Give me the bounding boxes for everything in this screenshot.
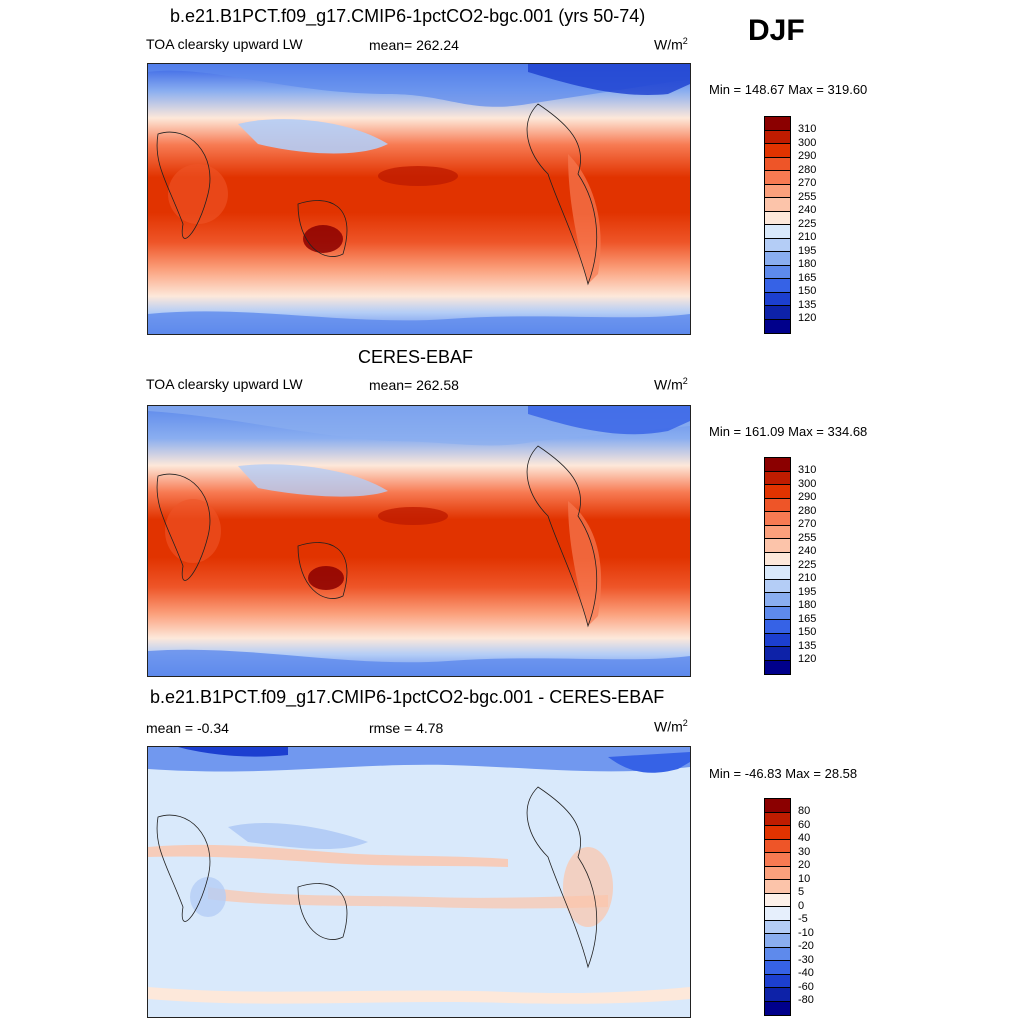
panel2-cbar-tick: 210 [798, 572, 817, 584]
panel3-rmse-label: rmse = 4.78 [369, 720, 444, 736]
panel1-cbar-tick: 135 [798, 298, 817, 311]
panel3-cbar-tick: -5 [798, 913, 808, 925]
panel2-variable-label: TOA clearsky upward LW [146, 376, 303, 392]
panel2-cbar-tick: 195 [798, 585, 817, 598]
panel1-mean-label: mean= 262.24 [369, 37, 459, 53]
panel3-units: W/m2 [654, 718, 688, 735]
panel1-cbar-tick: 195 [798, 244, 817, 257]
panel2-cbar-tick: 240 [798, 545, 817, 557]
panel3-title: b.e21.B1PCT.f09_g17.CMIP6-1pctCO2-bgc.00… [150, 687, 665, 707]
panel3-cbar-tick: -20 [798, 940, 814, 952]
panel2-map [147, 405, 691, 677]
panel1-variable-label: TOA clearsky upward LW [146, 36, 303, 52]
panel3-mean-label: mean = -0.34 [146, 720, 229, 736]
panel1-cbar-tick: 225 [798, 217, 817, 230]
panel2-title: CERES-EBAF [358, 347, 474, 367]
panel1-cbar-tick: 165 [798, 271, 817, 284]
panel1-minmax: Min = 148.67 Max = 319.60 [709, 82, 868, 97]
panel1-cbar-tick: 300 [798, 136, 817, 149]
panel3-cbar-tick: -10 [798, 926, 814, 939]
panel2-cbar-tick: 310 [798, 464, 817, 476]
panel3-colorbar-swatches [764, 798, 791, 1016]
panel2-units: W/m2 [654, 376, 688, 393]
panel1-units: W/m2 [654, 36, 688, 53]
panel1-cbar-tick: 255 [798, 190, 817, 203]
panel2-cbar-tick: 120 [798, 653, 817, 665]
panel3-cbar-tick: -60 [798, 980, 814, 993]
panel3-cbar-tick: 30 [798, 845, 811, 858]
panel3-cbar-tick: 40 [798, 832, 811, 844]
panel1-cbar-tick: 180 [798, 258, 817, 270]
panel3-map [147, 746, 691, 1018]
panel3-cbar-tick: 20 [798, 859, 811, 871]
season-label: DJF [748, 14, 805, 47]
panel3-cbar-tick: -30 [798, 953, 814, 966]
panel3-cbar-tick: 10 [798, 872, 811, 885]
panel1-cbar-tick: 270 [798, 177, 817, 189]
panel1-map [147, 63, 691, 335]
panel1-title: b.e21.B1PCT.f09_g17.CMIP6-1pctCO2-bgc.00… [170, 6, 646, 26]
panel1-cbar-tick: 280 [798, 163, 817, 176]
panel2-cbar-tick: 165 [798, 612, 817, 625]
panel1-cbar-tick: 290 [798, 150, 817, 162]
panel2-cbar-tick: 150 [798, 626, 817, 638]
panel2-cbar-tick: 280 [798, 504, 817, 517]
panel2-cbar-tick: 180 [798, 599, 817, 611]
panel2-cbar-tick: 225 [798, 558, 817, 571]
panel1-cbar-tick: 310 [798, 123, 817, 135]
panel3-cbar-tick: -80 [798, 994, 814, 1006]
panel1-cbar-tick: 210 [798, 231, 817, 243]
panel2-cbar-tick: 255 [798, 531, 817, 544]
panel2-cbar-tick: 135 [798, 639, 817, 652]
panel1-cbar-tick: 120 [798, 312, 817, 324]
panel3-cbar-tick: 0 [798, 899, 805, 912]
panel2-cbar-tick: 290 [798, 491, 817, 503]
panel3-cbar-tick: 80 [798, 805, 811, 817]
panel1-cbar-tick: 240 [798, 204, 817, 216]
panel1-cbar-tick: 150 [798, 285, 817, 297]
panel2-cbar-tick: 300 [798, 477, 817, 490]
panel3-cbar-tick: 60 [798, 818, 811, 831]
panel2-minmax: Min = 161.09 Max = 334.68 [709, 424, 868, 439]
panel2-cbar-tick: 270 [798, 518, 817, 530]
panel2-colorbar-swatches [764, 457, 791, 675]
panel3-minmax: Min = -46.83 Max = 28.58 [709, 766, 858, 781]
panel3-cbar-tick: 5 [798, 886, 805, 898]
panel2-mean-label: mean= 262.58 [369, 377, 459, 393]
panel3-cbar-tick: -40 [798, 967, 814, 979]
panel1-colorbar-swatches [764, 116, 791, 334]
